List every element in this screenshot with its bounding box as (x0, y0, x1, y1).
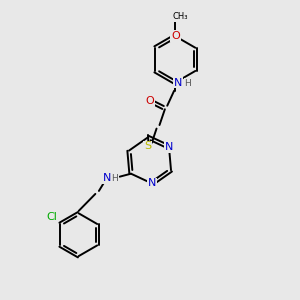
Text: H: H (184, 79, 191, 88)
Text: N: N (165, 142, 173, 152)
Text: H: H (112, 174, 118, 183)
Text: O: O (171, 31, 180, 41)
Text: O: O (146, 96, 154, 106)
Text: N: N (148, 178, 156, 188)
Text: CH₃: CH₃ (173, 12, 188, 21)
Text: N: N (103, 173, 111, 184)
Text: S: S (144, 141, 151, 152)
Text: N: N (173, 77, 182, 88)
Text: Cl: Cl (46, 212, 57, 223)
